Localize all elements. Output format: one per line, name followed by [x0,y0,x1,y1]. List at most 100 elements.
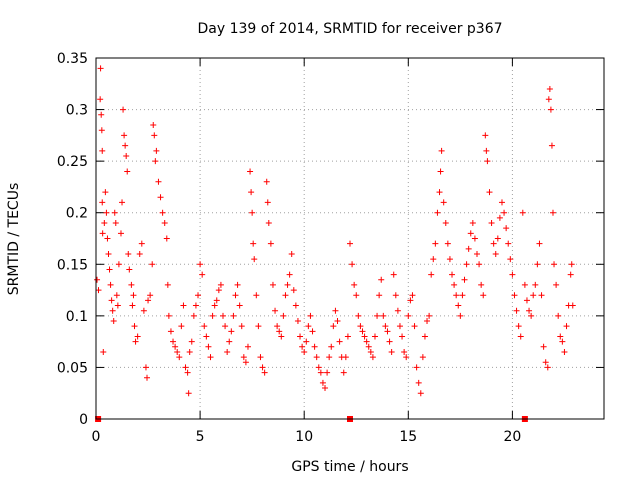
data-point [272,307,279,314]
data-point [342,354,349,361]
data-point [114,302,121,309]
data-point [413,364,420,371]
y-tick-label: 0.25 [57,154,88,170]
data-point [188,338,195,345]
data-point [251,256,258,263]
data-point [274,323,281,330]
data-point [98,111,105,118]
data-point [446,256,453,263]
data-point [559,338,566,345]
data-point [184,369,191,376]
data-point [257,354,264,361]
data-point [376,292,383,299]
data-point [217,281,224,288]
data-point [140,307,147,314]
data-point [113,292,120,299]
data-point [301,348,308,355]
data-point [317,369,324,376]
data-point [108,297,115,304]
data-point [192,302,199,309]
data-point [305,323,312,330]
data-point [549,209,556,216]
data-point [407,297,414,304]
data-point [313,354,320,361]
data-point [170,338,177,345]
data-point [363,338,370,345]
data-point [299,343,306,350]
data-point [294,318,301,325]
data-point [236,302,243,309]
data-point [263,178,270,185]
data-point [536,240,543,247]
data-point [249,209,256,216]
data-point [569,302,576,309]
data-point [167,328,174,335]
data-point [259,364,266,371]
data-point [195,292,202,299]
data-point [309,328,316,335]
data-point [519,209,526,216]
data-point [440,199,447,206]
data-point [185,390,192,397]
data-point [138,240,145,247]
data-point [417,390,424,397]
data-point [165,312,172,319]
data-point [567,271,574,278]
data-point [269,281,276,288]
data-point [394,307,401,314]
data-point [390,271,397,278]
y-tick-label: 0.35 [57,51,88,67]
data-point [409,292,416,299]
data-point [378,276,385,283]
data-point [503,225,510,232]
data-point [247,168,254,175]
data-point [322,385,329,392]
data-point [442,220,449,227]
data-point [104,235,111,242]
data-point [548,142,555,149]
data-point [315,364,322,371]
data-point [546,85,553,92]
data-point [142,364,149,371]
data-point [319,379,326,386]
data-point [326,354,333,361]
data-point [528,312,535,319]
data-point [255,323,262,330]
data-point [207,354,214,361]
data-point [534,261,541,268]
data-point [97,65,104,72]
data-point [483,147,490,154]
data-point [201,323,208,330]
data-point [159,209,166,216]
data-point [172,343,179,350]
data-point [530,292,537,299]
data-point [197,261,204,268]
data-point [361,333,368,340]
data-point [532,281,539,288]
data-point [120,106,127,113]
data-point [421,333,428,340]
data-point [507,256,514,263]
data-point [498,199,505,206]
data-point [403,354,410,361]
data-point [282,292,289,299]
data-point [526,307,533,314]
data-point [144,374,151,381]
data-point [347,240,353,247]
data-point [307,312,314,319]
data-point [220,312,226,319]
data-point [428,271,435,278]
data-point [324,369,331,376]
data-point [451,281,458,288]
data-point [150,122,157,129]
data-point [426,312,433,319]
data-point [128,281,135,288]
y-tick-label: 0.15 [57,257,88,273]
data-point [242,359,249,366]
data-point [134,333,141,340]
data-point [492,250,499,257]
data-point [288,250,295,257]
data-point [332,307,339,314]
data-point [290,287,297,294]
